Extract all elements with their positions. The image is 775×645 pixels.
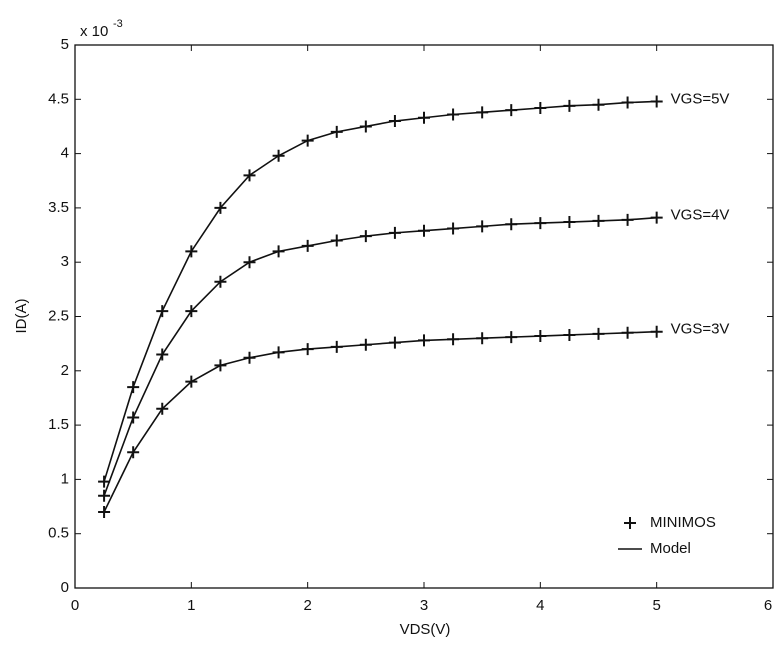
- minimos-marker: [622, 97, 634, 109]
- minimos-marker: [447, 223, 459, 235]
- minimos-marker: [418, 334, 430, 346]
- series-label: VGS=5V: [671, 90, 730, 107]
- y-tick-label: 3.5: [48, 199, 69, 216]
- minimos-marker: [389, 115, 401, 127]
- minimos-marker: [273, 346, 285, 358]
- minimos-marker: [273, 245, 285, 257]
- model-line: [104, 101, 657, 481]
- minimos-marker: [360, 339, 372, 351]
- minimos-marker: [244, 256, 256, 268]
- x-tick-label: 1: [187, 597, 195, 614]
- minimos-marker: [244, 352, 256, 364]
- minimos-marker: [534, 102, 546, 114]
- minimos-marker: [331, 234, 343, 246]
- y-tick-label: 2: [61, 362, 69, 379]
- minimos-marker: [447, 109, 459, 121]
- minimos-marker: [593, 215, 605, 227]
- minimos-marker: [302, 240, 314, 252]
- page: {"chart_data": {"type": "line", "x_label…: [0, 0, 775, 645]
- minimos-marker: [563, 329, 575, 341]
- minimos-marker: [563, 216, 575, 228]
- minimos-marker: [302, 135, 314, 147]
- minimos-marker: [156, 305, 168, 317]
- legend-marker: [624, 517, 636, 529]
- y-tick-label: 0: [61, 579, 69, 596]
- series-label: VGS=3V: [671, 321, 730, 338]
- y-axis-label: ID(A): [13, 299, 30, 334]
- x-tick-label: 2: [303, 597, 311, 614]
- minimos-marker: [651, 95, 663, 107]
- x-tick-label: 3: [420, 597, 428, 614]
- x-tick-label: 6: [764, 597, 772, 614]
- minimos-marker: [476, 332, 488, 344]
- minimos-marker: [534, 217, 546, 229]
- minimos-marker: [651, 326, 663, 338]
- y-tick-label: 2.5: [48, 307, 69, 324]
- minimos-marker: [331, 341, 343, 353]
- minimos-marker: [389, 337, 401, 349]
- minimos-marker: [418, 112, 430, 124]
- minimos-marker: [622, 327, 634, 339]
- y-tick-label: 3: [61, 253, 69, 270]
- minimos-marker: [331, 126, 343, 138]
- minimos-marker: [360, 230, 372, 242]
- x-tick-label: 4: [536, 597, 544, 614]
- legend-marker-label: MINIMOS: [650, 514, 716, 531]
- minimos-marker: [360, 120, 372, 132]
- minimos-marker: [447, 333, 459, 345]
- minimos-marker: [214, 359, 226, 371]
- x-tick-label: 5: [652, 597, 660, 614]
- minimos-marker: [127, 381, 139, 393]
- plot-frame: [75, 45, 773, 588]
- minimos-marker: [302, 343, 314, 355]
- minimos-marker: [563, 100, 575, 112]
- minimos-marker: [98, 490, 110, 502]
- minimos-marker: [476, 106, 488, 118]
- chart: x 10 -3 VDS(V) ID(A) MINIMOS Model 0 1 2 3 4…: [0, 0, 775, 645]
- minimos-marker: [622, 214, 634, 226]
- minimos-marker: [98, 506, 110, 518]
- legend-line-label: Model: [650, 540, 691, 557]
- minimos-marker: [505, 218, 517, 230]
- minimos-marker: [505, 104, 517, 116]
- y-tick-label: 5: [61, 36, 69, 53]
- y-tick-label: 1.5: [48, 416, 69, 433]
- minimos-marker: [127, 446, 139, 458]
- minimos-marker: [476, 220, 488, 232]
- minimos-marker: [273, 150, 285, 162]
- minimos-marker: [593, 99, 605, 111]
- y-tick-label: 0.5: [48, 525, 69, 542]
- y-scale-label: x 10: [80, 23, 108, 40]
- minimos-marker: [593, 328, 605, 340]
- minimos-marker: [185, 245, 197, 257]
- x-axis-label: VDS(V): [400, 621, 451, 638]
- minimos-marker: [651, 212, 663, 224]
- model-line: [104, 332, 657, 512]
- minimos-marker: [505, 331, 517, 343]
- y-scale-exponent: -3: [113, 18, 123, 30]
- y-tick-label: 1: [61, 470, 69, 487]
- x-tick-label: 0: [71, 597, 79, 614]
- y-tick-label: 4: [61, 145, 69, 162]
- minimos-marker: [389, 227, 401, 239]
- minimos-marker: [534, 330, 546, 342]
- series-label: VGS=4V: [671, 207, 730, 224]
- y-tick-label: 4.5: [48, 90, 69, 107]
- minimos-marker: [127, 411, 139, 423]
- minimos-marker: [156, 349, 168, 361]
- minimos-marker: [418, 225, 430, 237]
